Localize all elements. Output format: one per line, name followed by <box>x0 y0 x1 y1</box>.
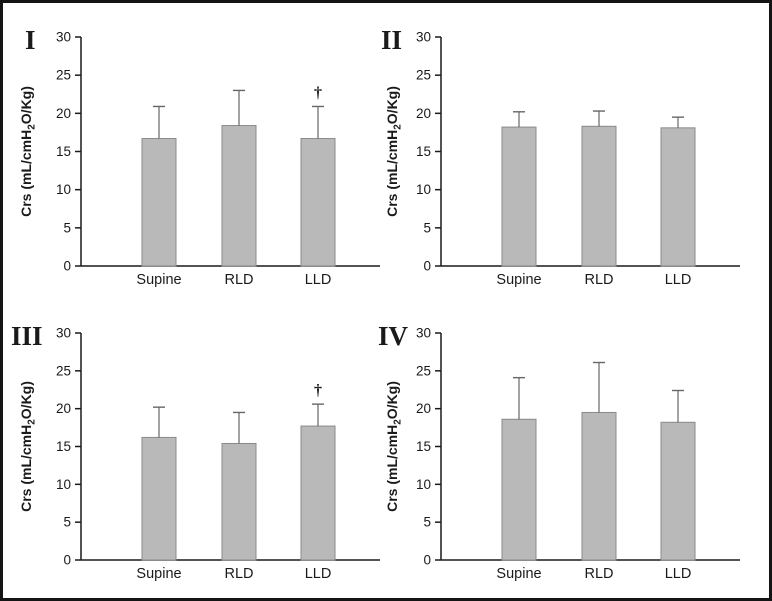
x-category-label: RLD <box>584 272 613 288</box>
y-axis-label-text: O/Kg) <box>18 381 34 419</box>
bar-rld <box>221 125 257 267</box>
y-axis-label: Crs (mL/cmH2O/Kg) <box>384 381 404 512</box>
y-axis-label-text: Crs (mL/cmH <box>384 130 400 217</box>
x-category-label: LLD <box>665 272 692 288</box>
y-tick-label: 30 <box>416 326 431 341</box>
y-tick-label: 25 <box>416 68 431 83</box>
y-tick-label: 30 <box>416 30 431 45</box>
dagger-annotation: † <box>314 382 322 399</box>
y-tick-label: 0 <box>423 553 431 568</box>
panel-label: II <box>381 25 402 55</box>
y-tick-label: 5 <box>63 220 71 235</box>
bar-lld <box>660 127 696 267</box>
dagger-annotation: † <box>314 84 322 101</box>
y-axis-label-text: O/Kg) <box>384 381 400 419</box>
bar-supine <box>501 418 537 561</box>
x-category-label: Supine <box>136 272 181 288</box>
y-axis-label-subscript: 2 <box>393 124 404 130</box>
bar-lld <box>660 421 696 561</box>
y-tick-label: 30 <box>56 30 71 45</box>
y-axis-label-subscript: 2 <box>27 124 38 130</box>
panel-I: I 0 5 10 15 20 25 30 Crs (mL/cmH2O/Kg) Supine RLD L… <box>18 25 380 288</box>
y-tick-label: 20 <box>56 401 71 416</box>
y-tick-label: 15 <box>416 439 431 454</box>
y-tick-label: 15 <box>56 144 71 159</box>
y-tick-label: 5 <box>423 220 431 235</box>
y-tick-label: 0 <box>423 259 431 274</box>
y-tick-label: 10 <box>416 182 431 197</box>
y-axis-label-text: Crs (mL/cmH <box>18 425 34 512</box>
x-category-label: RLD <box>584 566 613 582</box>
y-axis-label: Crs (mL/cmH2O/Kg) <box>18 86 38 217</box>
y-axis-label-text: O/Kg) <box>18 86 34 124</box>
x-category-label: LLD <box>305 272 332 288</box>
bar-supine <box>141 138 177 267</box>
y-axis-label-text: O/Kg) <box>384 86 400 124</box>
panel-label: III <box>11 321 43 351</box>
y-tick-label: 25 <box>416 363 431 378</box>
y-axis-label: Crs (mL/cmH2O/Kg) <box>18 381 38 512</box>
x-category-label: LLD <box>305 566 332 582</box>
bar-rld <box>581 125 617 267</box>
y-axis-label: Crs (mL/cmH2O/Kg) <box>384 86 404 217</box>
y-tick-label: 20 <box>56 106 71 121</box>
x-category-label: RLD <box>224 272 253 288</box>
y-tick-label: 30 <box>56 326 71 341</box>
y-tick-label: 0 <box>63 259 71 274</box>
x-category-label: Supine <box>136 566 181 582</box>
bar-lld <box>300 425 336 561</box>
panel-II: II 0 5 10 15 20 25 30 Crs (mL/cmH2O/Kg) Supine RLD… <box>381 25 740 288</box>
y-tick-label: 0 <box>63 553 71 568</box>
x-category-label: LLD <box>665 566 692 582</box>
y-tick-label: 15 <box>416 144 431 159</box>
x-category-label: RLD <box>224 566 253 582</box>
panel-IV: IV 0 5 10 15 20 25 30 Crs (mL/cmH2O/Kg) Supine RLD… <box>378 321 740 582</box>
y-tick-label: 25 <box>56 68 71 83</box>
y-tick-label: 20 <box>416 401 431 416</box>
bar-lld <box>300 138 336 267</box>
x-category-label: Supine <box>496 566 541 582</box>
y-axis-label-subscript: 2 <box>393 419 404 425</box>
x-category-label: Supine <box>496 272 541 288</box>
y-tick-label: 10 <box>56 182 71 197</box>
y-tick-label: 10 <box>416 477 431 492</box>
y-tick-label: 5 <box>63 515 71 530</box>
y-tick-label: 15 <box>56 439 71 454</box>
bar-rld <box>581 411 617 561</box>
bar-supine <box>501 126 537 267</box>
y-axis-label-subscript: 2 <box>27 419 38 425</box>
panel-label: I <box>25 25 36 55</box>
y-tick-label: 20 <box>416 106 431 121</box>
y-axis-label-text: Crs (mL/cmH <box>384 425 400 512</box>
y-tick-label: 25 <box>56 363 71 378</box>
bar-rld <box>221 442 257 561</box>
y-tick-label: 10 <box>56 477 71 492</box>
y-axis-label-text: Crs (mL/cmH <box>18 130 34 217</box>
panel-III: III 0 5 10 15 20 25 30 Crs (mL/cmH2O/Kg) Supine RL… <box>11 321 380 582</box>
y-tick-label: 5 <box>423 515 431 530</box>
bar-supine <box>141 436 177 561</box>
panel-label: IV <box>378 321 409 351</box>
